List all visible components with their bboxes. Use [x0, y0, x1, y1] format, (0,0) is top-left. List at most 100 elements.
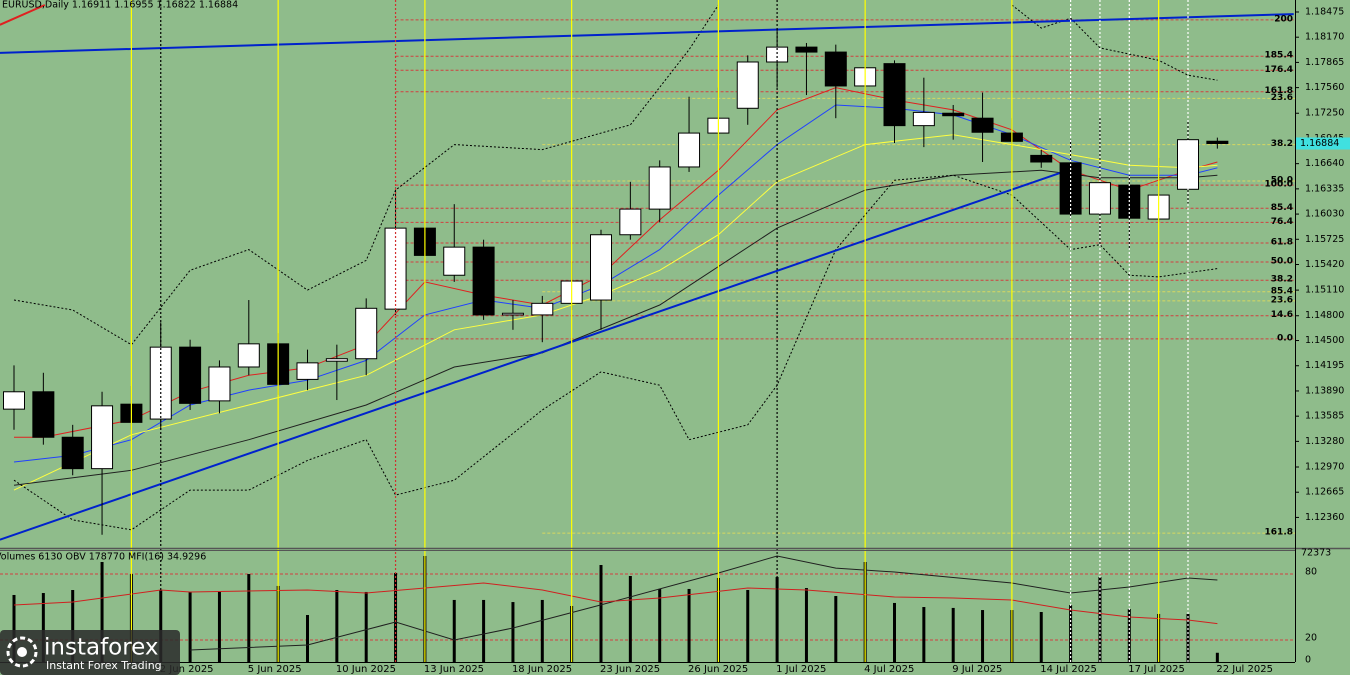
volume-bar: [217, 591, 221, 662]
candle-body: [149, 346, 172, 420]
candle-body: [61, 436, 84, 470]
volume-bar: [41, 593, 45, 662]
fib-label: 85.4: [1271, 203, 1293, 213]
volume-bar: [1215, 652, 1219, 662]
candle-body: [531, 302, 554, 316]
candle-body: [501, 312, 524, 316]
x-tick-label: 14 Jul 2025: [1040, 664, 1097, 675]
logo-box: [0, 630, 180, 675]
fib-label: 14.6: [1271, 310, 1293, 320]
candle-body: [32, 391, 55, 438]
indicator-line: [13, 4, 1218, 346]
volume-bar: [981, 610, 985, 662]
volume-bar: [12, 594, 16, 662]
price-tag: [1296, 137, 1350, 150]
candle-body: [237, 343, 260, 368]
candle-body: [179, 346, 202, 404]
candle-body: [3, 391, 25, 410]
volume-bar: [540, 599, 544, 662]
volume-bar: [834, 596, 838, 662]
candle-body: [1206, 140, 1229, 144]
fib-label: 161.8: [1265, 86, 1293, 96]
fib-label: 61.8: [1271, 238, 1293, 248]
candle-body: [824, 51, 847, 87]
fib-label: 23.6: [1271, 295, 1293, 305]
chart-title: EURUSD,Daily 1.16911 1.16955 1.16822 1.1…: [2, 0, 238, 11]
y-tick-label: 1.13890: [1305, 385, 1344, 396]
price-tag-label: 1.16884: [1300, 138, 1339, 149]
indicator-line: [0, 4, 46, 26]
candle-body: [91, 405, 114, 470]
fib-label: 0.0: [1277, 333, 1293, 343]
logo-icon: [6, 636, 38, 668]
x-tick-label: 26 Jun 2025: [688, 664, 748, 675]
y-tick-label: 1.18475: [1305, 6, 1344, 17]
volume-bar: [1039, 611, 1043, 662]
volume-bar: [1127, 608, 1131, 662]
lower-title: Volumes 6130 OBV 178770 MFI(16) 34.9296: [0, 552, 206, 563]
candle-body: [678, 132, 701, 168]
x-tick-label: 10 Jun 2025: [336, 664, 396, 675]
y-tick-label: 1.12360: [1305, 512, 1344, 523]
fib-label: 200: [1274, 14, 1293, 24]
candle-body: [355, 307, 378, 360]
candle-body: [942, 112, 965, 117]
candle-body: [912, 111, 935, 127]
fib-label: 161.8: [1265, 528, 1293, 538]
volume-bar: [804, 588, 808, 662]
candle-body: [1030, 154, 1053, 163]
volume-bar: [1098, 577, 1102, 662]
candle-body: [1088, 182, 1111, 215]
fib-label: 176.4: [1265, 65, 1293, 75]
x-tick-label: 23 Jun 2025: [600, 664, 660, 675]
y-tick-label: 1.15110: [1305, 285, 1344, 296]
x-tick-label: 1 Jul 2025: [776, 664, 826, 675]
volume-bar: [159, 590, 163, 662]
y2-tick-label: 0: [1305, 655, 1311, 666]
fib-label: 38.2: [1271, 275, 1293, 285]
x-tick-label: 9 Jul 2025: [952, 664, 1002, 675]
volume-bar: [247, 574, 251, 662]
x-tick-label: 18 Jun 2025: [512, 664, 572, 675]
y-tick-label: 1.12970: [1305, 461, 1344, 472]
volume-bar: [658, 588, 662, 662]
y-tick-label: 1.16335: [1305, 183, 1344, 194]
y2-tick-label: 80: [1305, 567, 1317, 578]
volume-bar: [951, 607, 955, 662]
y-tick-label: 1.18170: [1305, 32, 1344, 43]
y-tick-label: 1.13585: [1305, 411, 1344, 422]
fib-label: 100.0: [1265, 180, 1293, 190]
candle-body: [648, 166, 671, 210]
fib-label: 50.0: [1271, 257, 1293, 267]
volume-bar: [482, 599, 486, 662]
logo-tagline: Instant Forex Trading: [46, 659, 162, 672]
x-tick-label: 13 Jun 2025: [424, 664, 484, 675]
volume-bar: [775, 577, 779, 662]
y-tick-label: 1.13280: [1305, 436, 1344, 447]
logo-icon: [17, 647, 27, 657]
volume-bar: [628, 576, 632, 662]
indicator-line: [0, 13, 1294, 54]
candle-body: [443, 246, 466, 276]
logo-name: instaforex: [44, 635, 159, 661]
fib-label: 85.4: [1271, 286, 1293, 296]
volume-bar: [452, 599, 456, 662]
indicator-line: [13, 174, 1218, 531]
candle-body: [472, 246, 495, 316]
x-tick-label: 17 Jul 2025: [1128, 664, 1185, 675]
volume-bar: [922, 607, 926, 662]
y-tick-label: 1.17560: [1305, 82, 1344, 93]
indicator-line: [0, 169, 1069, 541]
y-tick-label: 1.17250: [1305, 108, 1344, 119]
volume-bar: [687, 588, 691, 662]
candle-body: [736, 61, 759, 109]
volume-bar: [100, 561, 104, 662]
candle-body: [590, 234, 612, 301]
candle-body: [208, 366, 231, 402]
y-tick-label: 1.12665: [1305, 487, 1344, 498]
volume-bar: [188, 591, 192, 662]
y-tick-label: 1.14800: [1305, 310, 1344, 321]
volume-bar: [71, 590, 75, 662]
